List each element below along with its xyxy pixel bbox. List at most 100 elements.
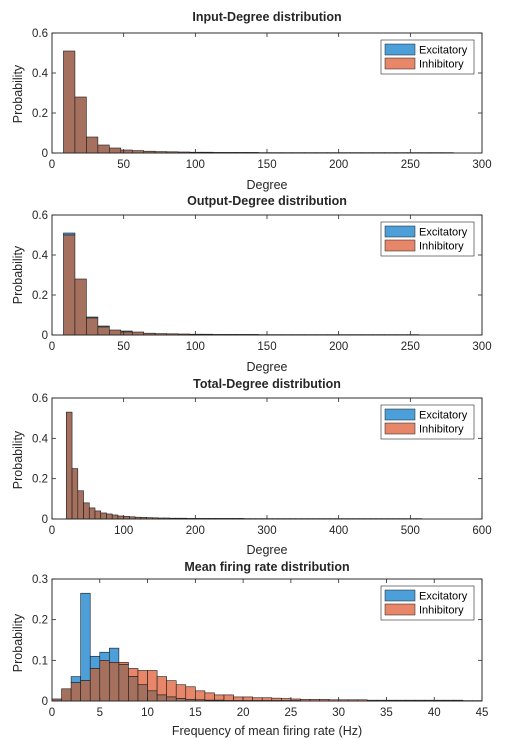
y-tick-label: 0.6 (32, 28, 48, 40)
x-axis-label: Degree (247, 178, 288, 192)
x-tick-label: 100 (186, 341, 205, 353)
y-tick-label: 0.1 (32, 655, 48, 667)
x-tick-label: 200 (329, 159, 348, 171)
legend-label-inhibitory: Inhibitory (419, 605, 464, 617)
inhibitory-bar (147, 670, 158, 692)
inhibitory-bar (156, 676, 167, 696)
x-tick-label: 600 (472, 525, 491, 537)
x-tick-label: 100 (186, 159, 205, 171)
x-tick-label: 100 (114, 525, 133, 537)
x-tick-label: 25 (284, 707, 297, 719)
excitatory-bar (89, 655, 101, 669)
chart-title: Mean firing rate distribution (184, 560, 349, 574)
inhibitory-bar (271, 697, 282, 701)
legend-swatch-inhibitory (384, 239, 416, 252)
overlap-bar (109, 329, 122, 336)
legend-label-excitatory: Excitatory (419, 45, 468, 57)
x-tick-label: 300 (472, 159, 491, 171)
legend-label-excitatory: Excitatory (419, 227, 468, 239)
inhibitory-bar (242, 696, 253, 701)
total-degree-panel: Total-Degree distribution Degree Probabi… (11, 377, 492, 557)
x-tick-label: 0 (49, 159, 55, 171)
y-tick-label: 0.6 (32, 210, 48, 222)
x-tick-label: 250 (401, 341, 420, 353)
x-tick-label: 40 (428, 707, 441, 719)
legend-swatch-inhibitory (384, 422, 416, 435)
mean-firing-rate-panel: Mean firing rate distribution Frequency … (11, 560, 488, 738)
x-tick-label: 45 (476, 707, 489, 719)
x-tick-label: 0 (49, 341, 55, 353)
x-tick-label: 300 (257, 525, 276, 537)
overlap-bar (94, 510, 102, 520)
overlap-bar (106, 513, 113, 520)
y-tick-label: 0 (42, 148, 48, 160)
inhibitory-bar (223, 694, 234, 701)
overlap-bar (166, 696, 177, 702)
inhibitory-bar (166, 680, 177, 698)
overlap-bar (80, 680, 91, 702)
overlap-bar (100, 512, 107, 520)
x-tick-label: 50 (117, 159, 130, 171)
x-tick-label: 500 (401, 525, 420, 537)
inhibitory-bar (185, 686, 196, 700)
legend-swatch-excitatory (384, 225, 416, 238)
y-tick-label: 0.2 (32, 474, 48, 486)
x-tick-label: 15 (189, 707, 202, 719)
overlap-bar (61, 688, 72, 702)
overlap-bar (131, 331, 145, 336)
y-tick-label: 0.4 (32, 433, 49, 445)
legend: Excitatory Inhibitory (380, 221, 475, 257)
overlap-bar (118, 664, 129, 702)
legend-swatch-excitatory (384, 43, 416, 56)
overlap-bar (66, 411, 73, 520)
x-tick-label: 200 (186, 525, 205, 537)
y-tick-label: 0.3 (32, 574, 48, 586)
y-tick-label: 0.2 (32, 290, 48, 302)
overlap-bar (99, 660, 110, 702)
x-tick-label: 35 (380, 707, 393, 719)
overlap-bar (71, 468, 79, 520)
y-tick-label: 0 (42, 514, 48, 526)
x-axis-label: Degree (247, 360, 288, 374)
x-tick-label: 300 (472, 341, 491, 353)
y-tick-label: 0.2 (32, 615, 48, 627)
overlap-bar (109, 662, 120, 702)
x-tick-label: 0 (49, 707, 55, 719)
overlap-bar (83, 502, 90, 520)
legend-swatch-excitatory (384, 408, 416, 421)
output-degree-panel: Output-Degree distribution Degree Probab… (11, 194, 492, 374)
y-tick-label: 0.6 (32, 393, 48, 405)
chart-title: Input-Degree distribution (192, 10, 341, 24)
legend-label-inhibitory: Inhibitory (419, 59, 464, 71)
y-tick-label: 0.4 (32, 68, 49, 80)
inhibitory-bar (137, 670, 148, 686)
legend-label-excitatory: Excitatory (419, 410, 468, 422)
overlap-bar (63, 50, 76, 154)
inhibitory-bar (252, 697, 263, 701)
excitatory-bar (109, 647, 120, 663)
overlap-bar (147, 690, 158, 702)
inhibitory-bar (175, 684, 187, 699)
inhibitory-bar (195, 690, 206, 701)
x-tick-label: 0 (49, 525, 55, 537)
y-axis-label: Probability (11, 245, 25, 304)
inhibitory-bar (281, 698, 292, 701)
legend: Excitatory Inhibitory (380, 585, 475, 621)
excitatory-bar (99, 651, 110, 661)
legend-label-inhibitory: Inhibitory (419, 241, 464, 253)
overlap-bar (120, 331, 133, 336)
chart-title: Total-Degree distribution (193, 377, 341, 391)
x-tick-label: 10 (141, 707, 154, 719)
bars (51, 592, 483, 702)
x-tick-label: 50 (117, 341, 130, 353)
inhibitory-bar (214, 694, 225, 701)
overlap-bar (74, 96, 87, 154)
overlap-bar (89, 668, 101, 702)
inhibitory-bar (128, 668, 139, 677)
legend-swatch-inhibitory (384, 603, 416, 616)
overlap-bar (120, 149, 133, 154)
legend-swatch-inhibitory (384, 57, 416, 70)
excitatory-bar (80, 592, 91, 681)
axes-box (51, 578, 483, 702)
excitatory-bar (70, 676, 81, 683)
